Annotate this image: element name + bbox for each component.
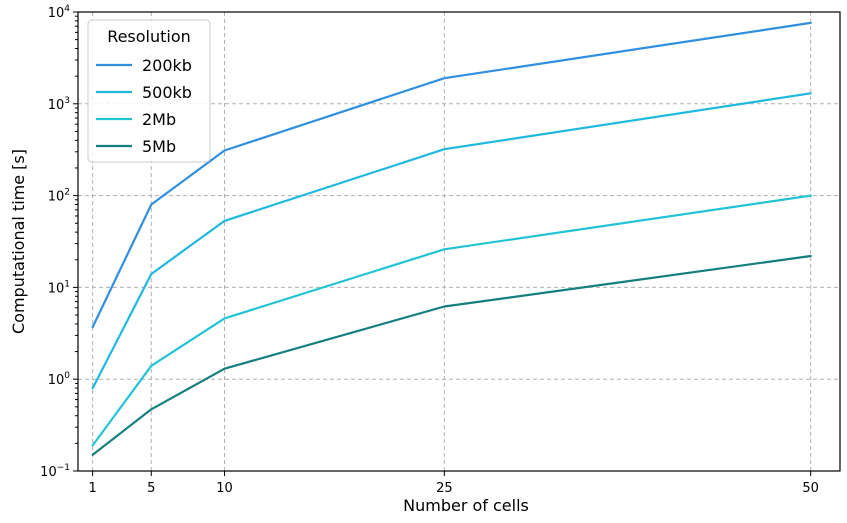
- series-lines: [91, 21, 812, 456]
- y-tick-label: 103: [48, 96, 70, 113]
- legend-label: 500kb: [142, 83, 192, 102]
- series-line-500kb: [91, 92, 812, 390]
- legend-label: 2Mb: [142, 110, 176, 129]
- y-axis-title: Computational time [s]: [9, 149, 28, 334]
- x-tick-label: 10: [216, 481, 233, 496]
- series-line-5Mb: [91, 254, 812, 456]
- legend-title: Resolution: [107, 27, 191, 46]
- y-tick-label: 104: [48, 4, 71, 21]
- series-line-2Mb: [91, 194, 812, 447]
- x-tick-label: 5: [147, 481, 155, 496]
- series-line-200kb: [91, 21, 812, 329]
- x-tick-label: 1: [89, 481, 97, 496]
- x-axis-title: Number of cells: [403, 496, 529, 515]
- x-tick-label: 50: [802, 481, 819, 496]
- y-tick-label: 102: [48, 188, 70, 205]
- y-tick-label: 101: [48, 279, 70, 296]
- legend-label: 200kb: [142, 56, 192, 75]
- y-tick-label: 100: [48, 371, 71, 388]
- plot-frame: [77, 11, 841, 472]
- x-tick-label: 25: [436, 481, 453, 496]
- axis-ticks: 1 5 10 25 50 10−1 100 101 102 103 104: [40, 4, 819, 496]
- y-tick-label: 10−1: [40, 463, 70, 480]
- legend-label: 5Mb: [142, 137, 176, 156]
- legend-box: [87, 19, 211, 163]
- legend: Resolution 200kb 500kb 2Mb 5Mb: [87, 19, 211, 163]
